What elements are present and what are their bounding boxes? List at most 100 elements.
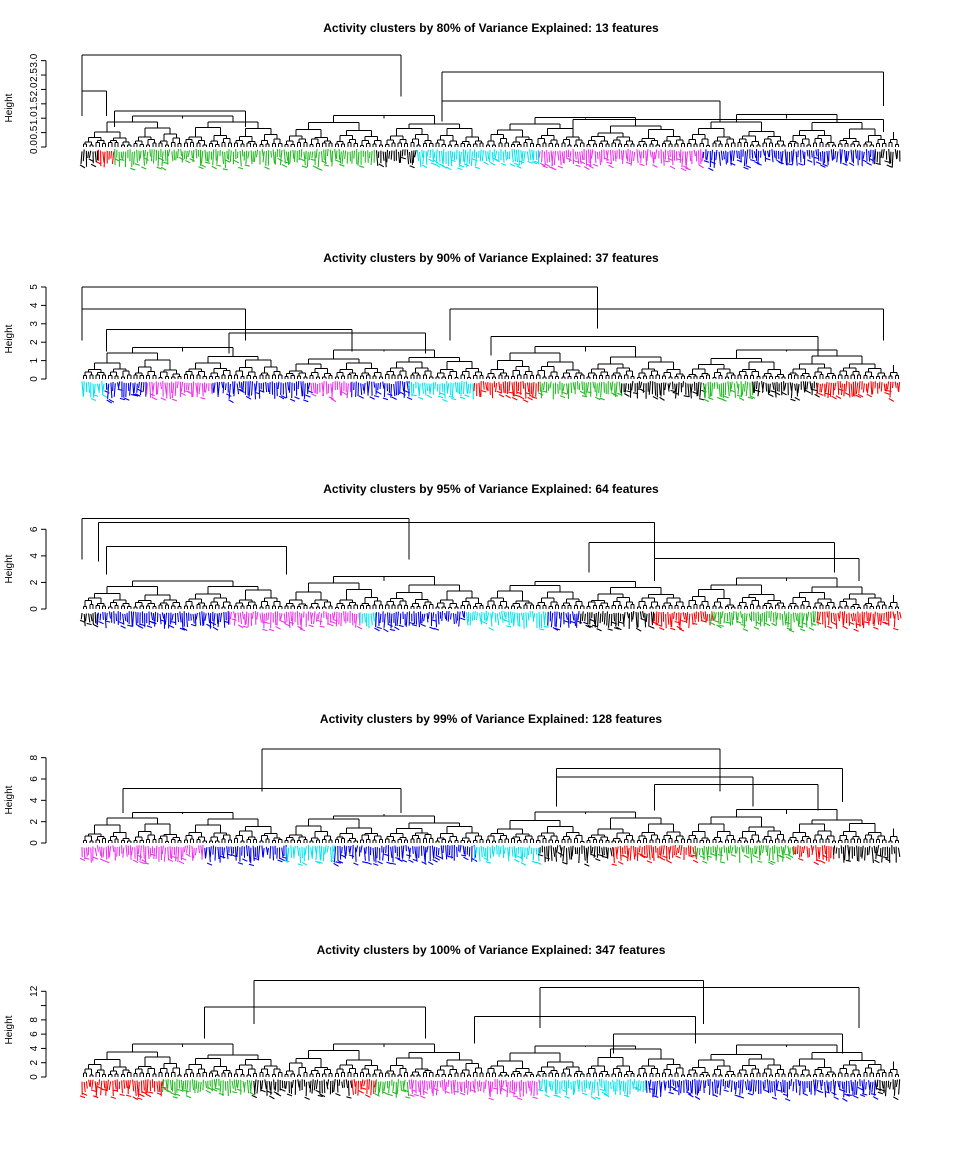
y-tick-label: 0.5 (29, 125, 40, 139)
cluster-leaf-glyphs (375, 149, 417, 169)
cluster-band-blue (204, 844, 288, 867)
cluster-band-magenta (146, 380, 213, 402)
cluster-leaf-glyphs (465, 610, 549, 631)
cluster-band-blue (374, 610, 466, 633)
y-tick-label: 3 (29, 321, 40, 327)
cluster-band-green (114, 148, 375, 171)
cluster-leaf-glyphs (96, 149, 115, 168)
cluster-leaf-glyphs (374, 610, 466, 633)
cluster-band-red (79, 1079, 167, 1101)
cluster-leaf-glyphs (579, 610, 655, 632)
cluster-band-blue (104, 381, 147, 404)
cluster-band-red (473, 380, 539, 403)
y-tick-label: 0 (29, 840, 40, 846)
cluster-band-blue (333, 844, 478, 867)
panel-80-ylabel: Height (4, 93, 15, 122)
cluster-leaf-glyphs (204, 844, 288, 867)
y-tick-label: 2.5 (29, 68, 40, 82)
dendrogram-branches (81, 54, 899, 147)
cluster-band-cyan (407, 381, 474, 403)
cluster-band-magenta (79, 844, 204, 865)
cluster-band-green (161, 1078, 256, 1099)
cluster-leaf-glyphs (351, 380, 413, 401)
cluster-leaf-glyphs (537, 844, 615, 867)
dendrogram-branches (81, 286, 899, 379)
cluster-band-cyan (81, 381, 109, 402)
y-tick-label: 2 (29, 339, 40, 345)
cluster-leaf-glyphs (114, 148, 375, 171)
cluster-leaf-glyphs (79, 149, 99, 169)
cluster-leaf-glyphs (408, 1079, 541, 1101)
cluster-leaf-glyphs (832, 845, 901, 864)
cluster-band-green (694, 845, 795, 866)
panel-80-y-axis: 0.00.51.01.52.02.53.0 (29, 53, 47, 154)
cluster-band-black (79, 149, 99, 169)
cluster-leaf-glyphs (79, 611, 99, 628)
panel-99-y-axis: 0 2 4 6 8 (29, 754, 47, 846)
cluster-band-magenta (538, 148, 704, 172)
cluster-band-black (375, 149, 417, 169)
cluster-band-green (709, 610, 819, 633)
cluster-leaf-glyphs (416, 149, 540, 171)
panel-90: Activity clusters by 90% of Variance Exp… (4, 251, 901, 404)
cluster-band-red (652, 611, 714, 632)
panel-100: Activity clusters by 100% of Variance Ex… (4, 943, 901, 1102)
panel-90-y-axis: 0 1 2 3 4 5 (29, 284, 47, 382)
cluster-leaf-glyphs (537, 381, 623, 401)
y-tick-label: 3.0 (29, 53, 40, 67)
y-tick-label: 4 (29, 302, 40, 308)
cluster-leaf-glyphs (816, 380, 901, 402)
panel-99: Activity clusters by 99% of Variance Exp… (4, 712, 901, 867)
cluster-band-cyan (359, 612, 377, 629)
panel-95-leaf-labels (79, 610, 902, 633)
y-tick-label: 4 (29, 1045, 40, 1051)
cluster-leaf-glyphs (645, 1078, 879, 1102)
y-tick-label: 2 (29, 579, 40, 585)
cluster-leaf-glyphs (874, 148, 901, 168)
cluster-band-red (793, 845, 835, 866)
cluster-leaf-glyphs (815, 610, 902, 632)
y-tick-label: 5 (29, 284, 40, 290)
cluster-band-magenta (228, 610, 363, 632)
cluster-band-blue (547, 611, 583, 631)
cluster-leaf-glyphs (359, 612, 377, 629)
y-tick-label: 1.0 (29, 111, 40, 125)
cluster-leaf-glyphs (537, 1078, 647, 1100)
cluster-leaf-glyphs (874, 1079, 901, 1101)
y-tick-label: 1.5 (29, 96, 40, 110)
cluster-leaf-glyphs (79, 1079, 167, 1101)
y-tick-label: 6 (29, 1031, 40, 1037)
cluster-leaf-glyphs (161, 1078, 256, 1099)
panel-100-dendrogram (83, 980, 899, 1077)
cluster-leaf-glyphs (96, 611, 230, 631)
cluster-band-green (703, 381, 756, 403)
panel-100-title: Activity clusters by 100% of Variance Ex… (317, 943, 666, 957)
cluster-leaf-glyphs (620, 380, 707, 401)
cluster-leaf-glyphs (538, 148, 704, 172)
cluster-band-magenta (310, 381, 352, 403)
cluster-leaf-glyphs (709, 610, 819, 633)
y-tick-label: 0 (29, 1074, 40, 1080)
y-tick-label: 2.0 (29, 82, 40, 96)
cluster-band-cyan (465, 610, 549, 631)
cluster-leaf-glyphs (228, 610, 363, 632)
y-tick-label: 0 (29, 376, 40, 382)
cluster-band-cyan (474, 844, 542, 866)
cluster-leaf-glyphs (104, 381, 147, 404)
cluster-leaf-glyphs (251, 1079, 353, 1101)
cluster-leaf-glyphs (694, 845, 795, 866)
y-tick-label: 6 (29, 526, 40, 532)
panel-90-leaf-labels (81, 380, 901, 404)
cluster-band-black (79, 611, 99, 628)
dendrogram-branches (83, 980, 899, 1077)
panel-95: Activity clusters by 95% of Variance Exp… (4, 482, 902, 633)
cluster-leaf-glyphs (474, 844, 542, 866)
cluster-leaf-glyphs (79, 844, 204, 865)
cluster-leaf-glyphs (212, 380, 313, 404)
cluster-leaf-glyphs (611, 844, 699, 866)
cluster-band-red (815, 610, 902, 632)
cluster-leaf-glyphs (473, 380, 539, 403)
panel-80-dendrogram (81, 54, 899, 147)
cluster-leaf-glyphs (374, 1079, 411, 1099)
cluster-leaf-glyphs (547, 611, 583, 631)
